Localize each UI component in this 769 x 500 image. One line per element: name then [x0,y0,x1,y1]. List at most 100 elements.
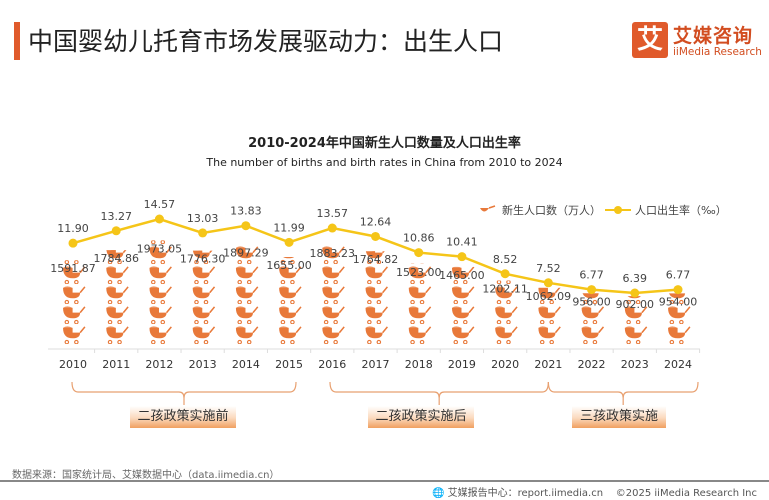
birth-rate-label: 13.03 [187,212,219,225]
x-tick-label: 2015 [275,358,303,371]
stroller-icon [494,305,518,324]
stroller-icon [62,325,86,344]
bar-value-label: 1655.00 [266,259,312,272]
stroller-icon [105,325,129,344]
bar-value-label: 902.00 [616,298,655,311]
stroller-icon [321,285,345,304]
birth-rate-point [154,214,164,224]
line-marker-icon [605,206,631,214]
stroller-icon [537,325,562,344]
birth-rate-label: 10.41 [446,236,478,249]
birth-rate-label: 11.90 [57,222,89,235]
group-label-after-two-child: 二孩政策实施后 [368,406,474,428]
bar-value-label: 954.00 [659,295,698,308]
stroller-icon [235,265,259,284]
x-tick-label: 2014 [232,358,260,371]
birth-rate-point [543,278,553,288]
stroller-icon [278,285,302,304]
stroller-icon [407,305,432,324]
legend-births: 新生人口数（万人） [502,204,601,217]
stroller-icon [321,305,345,324]
birth-rate-point [673,285,683,295]
stroller-icon [364,325,389,344]
x-tick-label: 2016 [318,358,346,371]
x-tick-label: 2013 [189,358,217,371]
logo-mark: 艾 [632,22,668,58]
stroller-icon [364,265,389,284]
chart-title: 2010-2024年中国新生人口数量及人口出生率 [248,136,521,151]
birth-rate-point [111,226,121,236]
stroller-icon [321,325,345,344]
x-tick-label: 2018 [405,358,433,371]
stroller-icon [148,325,173,344]
bar-value-label: 1062.09 [526,290,572,303]
stroller-icon [364,305,389,324]
bar-value-label: 1202.11 [482,282,528,295]
footer: 🌐 艾媒报告中心：report.iimedia.cn ©2025 iiMedia… [432,484,757,499]
stroller-icon [235,325,259,344]
stroller-icon [191,325,216,344]
logo-cn-text: 艾媒咨询 [673,25,754,47]
x-tick-label: 2024 [664,358,692,371]
chart-legend: 新生人口数（万人） 人口出生率（‰） [478,202,727,218]
birth-rate-point [68,238,78,248]
stroller-icon [148,265,173,284]
bar-value-label: 1973.05 [137,242,183,255]
birth-rate-point [371,231,380,241]
stroller-icon [62,285,86,304]
x-tick-label: 2012 [145,358,173,371]
birth-rate-point [241,221,251,231]
birth-rate-point [198,228,208,238]
x-tick-label: 2017 [362,358,390,371]
report-center: 艾媒报告中心：report.iimedia.cn [447,488,604,499]
birth-rate-label: 6.77 [579,269,604,282]
birth-rate-label: 11.99 [273,221,305,234]
stroller-icon [148,305,173,324]
x-tick-label: 2020 [491,358,519,371]
stroller-icon [407,325,432,344]
bar-value-label: 1776.30 [180,253,226,266]
page-title: 中国婴幼儿托育市场发展驱动力：出生人口 [28,27,504,56]
birth-rate-point [457,252,467,262]
birth-rate-label: 7.52 [536,262,561,275]
stroller-icon [235,285,259,304]
birth-rate-point [414,248,424,258]
birth-rate-label: 6.39 [623,272,648,285]
stroller-icon [278,305,302,324]
birth-rate-point [500,269,510,279]
stroller-icon [667,305,691,324]
stroller-icon [451,285,475,304]
stroller-icon [191,285,216,304]
stroller-icon [191,265,216,284]
stroller-icon [105,265,129,284]
title-accent-bar [14,22,20,60]
bar-2018 [407,263,432,344]
bar-value-label: 1784.86 [93,252,139,265]
stroller-icon [480,205,496,212]
legend-birth-rate: 人口出生率（‰） [635,204,727,217]
logo-en-text: iiMedia Research [673,46,762,58]
x-tick-label: 2019 [448,358,476,371]
bar-value-label: 1897.29 [223,246,269,259]
birth-rate-label: 14.57 [144,198,176,211]
bar-2021 [537,287,562,344]
stroller-icon [321,265,345,284]
stroller-icon [235,305,259,324]
stroller-icon [278,325,302,344]
bar-value-label: 956.00 [572,295,611,308]
birth-rate-label: 13.27 [100,210,132,223]
stroller-icon [191,305,216,324]
group-label-three-child: 三孩政策实施 [572,406,666,428]
globe-icon: 🌐 [431,488,445,499]
birth-rate-point [630,288,640,298]
group-label-before-two-child: 二孩政策实施前 [130,406,236,428]
stroller-icon [105,285,129,304]
bar-2011 [105,250,129,344]
stroller-icon [62,305,86,324]
group-bracket [71,381,297,405]
birth-rate-label: 13.83 [230,205,262,218]
stroller-icon [364,285,389,304]
bar-value-label: 1764.82 [353,253,399,266]
